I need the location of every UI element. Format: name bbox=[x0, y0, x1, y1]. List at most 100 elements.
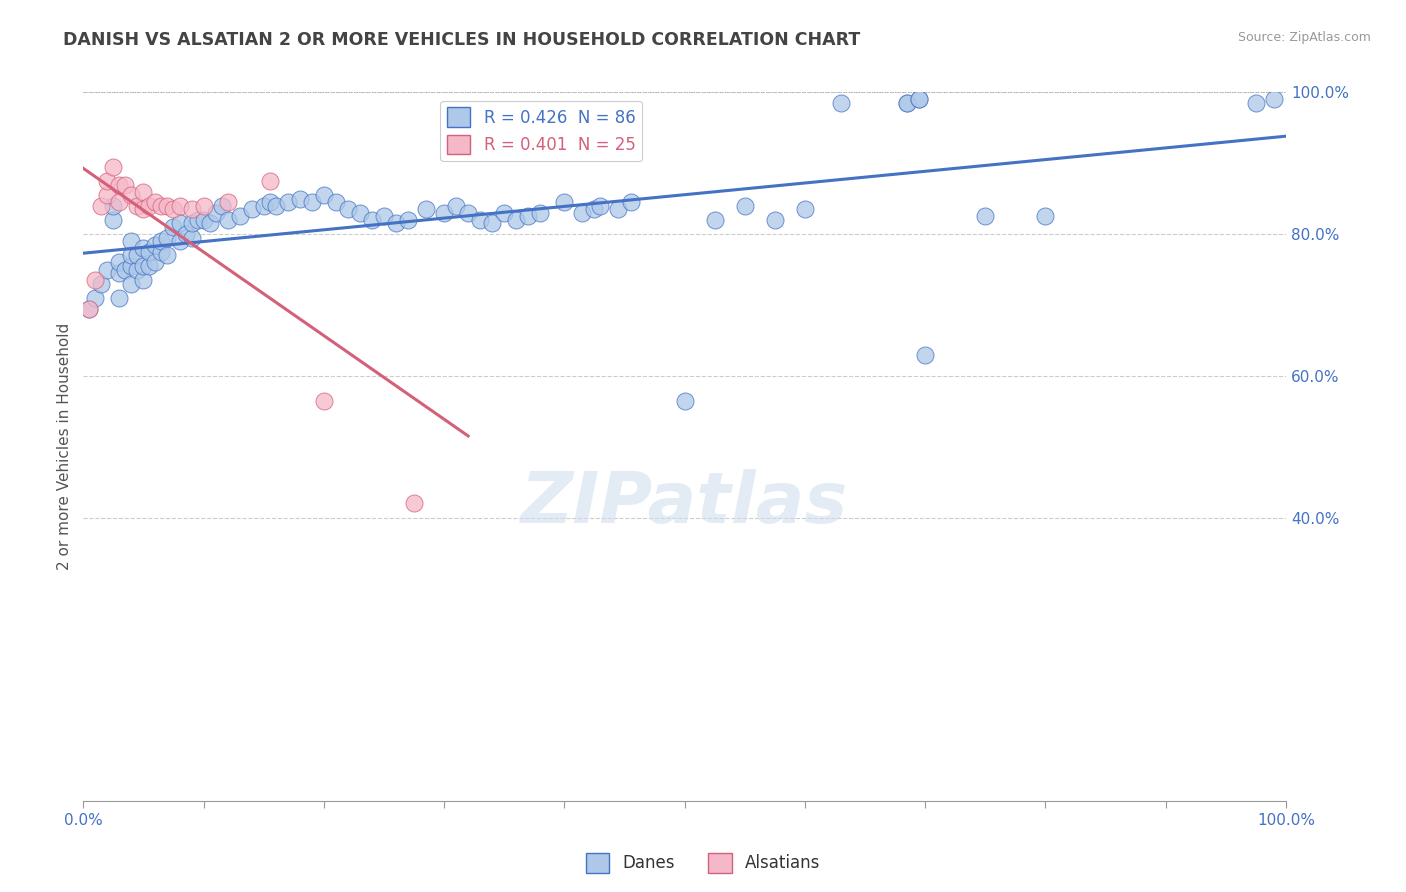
Point bbox=[908, 92, 931, 106]
Point bbox=[127, 262, 149, 277]
Point bbox=[132, 202, 155, 217]
Point bbox=[79, 301, 101, 316]
Point bbox=[108, 291, 131, 305]
Point bbox=[132, 241, 155, 255]
Point bbox=[312, 188, 335, 202]
Point bbox=[211, 199, 233, 213]
Point bbox=[517, 210, 540, 224]
Point bbox=[228, 210, 250, 224]
Point bbox=[505, 213, 527, 227]
Point bbox=[529, 206, 551, 220]
Point bbox=[402, 496, 425, 510]
Point bbox=[288, 192, 311, 206]
Point bbox=[103, 160, 125, 174]
Point bbox=[169, 217, 191, 231]
Point bbox=[120, 259, 142, 273]
Point bbox=[444, 199, 467, 213]
Point bbox=[156, 248, 179, 262]
Point bbox=[673, 393, 696, 408]
Point bbox=[301, 195, 323, 210]
Point bbox=[84, 291, 107, 305]
Point bbox=[127, 199, 149, 213]
Text: DANISH VS ALSATIAN 2 OR MORE VEHICLES IN HOUSEHOLD CORRELATION CHART: DANISH VS ALSATIAN 2 OR MORE VEHICLES IN… bbox=[63, 31, 860, 49]
Point bbox=[312, 393, 335, 408]
Point bbox=[90, 199, 112, 213]
Point bbox=[259, 174, 281, 188]
Point bbox=[169, 234, 191, 248]
Point bbox=[589, 199, 612, 213]
Point bbox=[240, 202, 263, 217]
Point bbox=[108, 195, 131, 210]
Legend: R = 0.426  N = 86, R = 0.401  N = 25: R = 0.426 N = 86, R = 0.401 N = 25 bbox=[440, 101, 643, 161]
Point bbox=[138, 244, 160, 259]
Point bbox=[619, 195, 641, 210]
Point bbox=[336, 202, 359, 217]
Y-axis label: 2 or more Vehicles in Household: 2 or more Vehicles in Household bbox=[58, 323, 72, 570]
Point bbox=[96, 188, 118, 202]
Point bbox=[84, 273, 107, 287]
Point bbox=[217, 195, 239, 210]
Text: Source: ZipAtlas.com: Source: ZipAtlas.com bbox=[1237, 31, 1371, 45]
Point bbox=[896, 95, 918, 110]
Point bbox=[114, 262, 136, 277]
Point bbox=[433, 206, 456, 220]
Point bbox=[108, 255, 131, 269]
Point bbox=[138, 259, 160, 273]
Point bbox=[127, 248, 149, 262]
Text: ZIPatlas: ZIPatlas bbox=[522, 469, 848, 538]
Point bbox=[896, 95, 918, 110]
Point bbox=[169, 199, 191, 213]
Point bbox=[120, 234, 142, 248]
Point bbox=[108, 266, 131, 280]
Point bbox=[204, 206, 226, 220]
Point bbox=[193, 199, 215, 213]
Point bbox=[180, 202, 202, 217]
Point bbox=[114, 178, 136, 192]
Point bbox=[138, 199, 160, 213]
Point bbox=[830, 95, 852, 110]
Point bbox=[150, 244, 173, 259]
Point bbox=[96, 262, 118, 277]
Legend: Danes, Alsatians: Danes, Alsatians bbox=[579, 847, 827, 880]
Point bbox=[90, 277, 112, 291]
Point bbox=[253, 199, 276, 213]
Point bbox=[703, 213, 725, 227]
Point bbox=[198, 217, 221, 231]
Point bbox=[120, 248, 142, 262]
Point bbox=[108, 178, 131, 192]
Point bbox=[385, 217, 408, 231]
Point bbox=[974, 210, 997, 224]
Point bbox=[193, 213, 215, 227]
Point bbox=[1035, 210, 1057, 224]
Point bbox=[1263, 92, 1285, 106]
Point bbox=[187, 213, 209, 227]
Point bbox=[120, 277, 142, 291]
Point bbox=[150, 234, 173, 248]
Point bbox=[325, 195, 347, 210]
Point bbox=[156, 230, 179, 244]
Point bbox=[103, 213, 125, 227]
Point bbox=[734, 199, 756, 213]
Point bbox=[277, 195, 299, 210]
Point bbox=[793, 202, 815, 217]
Point bbox=[79, 301, 101, 316]
Point bbox=[174, 227, 197, 241]
Point bbox=[150, 199, 173, 213]
Point bbox=[349, 206, 371, 220]
Point bbox=[470, 213, 492, 227]
Point bbox=[259, 195, 281, 210]
Point bbox=[145, 237, 167, 252]
Point bbox=[145, 255, 167, 269]
Point bbox=[494, 206, 516, 220]
Point bbox=[264, 199, 287, 213]
Point bbox=[607, 202, 630, 217]
Point bbox=[763, 213, 786, 227]
Point bbox=[217, 213, 239, 227]
Point bbox=[120, 188, 142, 202]
Point bbox=[396, 213, 419, 227]
Point bbox=[96, 174, 118, 188]
Point bbox=[914, 348, 936, 362]
Point bbox=[156, 199, 179, 213]
Point bbox=[583, 202, 606, 217]
Point bbox=[553, 195, 575, 210]
